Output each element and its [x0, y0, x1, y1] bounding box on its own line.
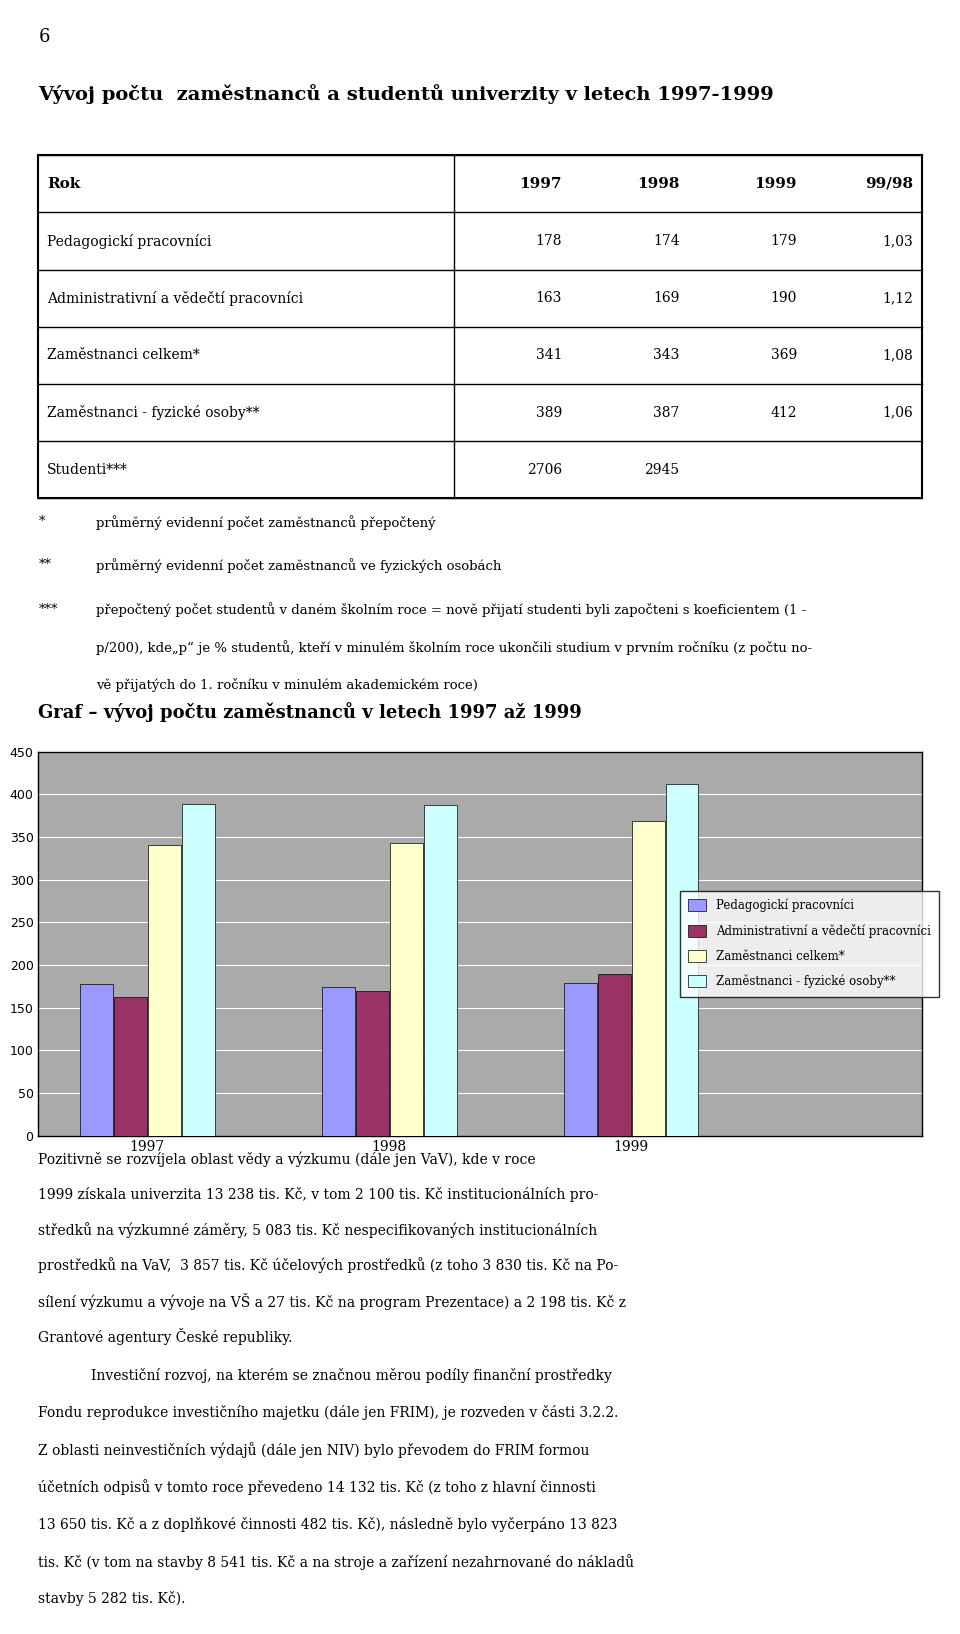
Text: středků na výzkumné záměry, 5 083 tis. Kč nespecifikovaných institucionálních: středků na výzkumné záměry, 5 083 tis. K… — [38, 1222, 598, 1239]
Text: 1998: 1998 — [637, 176, 680, 191]
Text: 6: 6 — [38, 28, 50, 46]
Text: 2945: 2945 — [644, 462, 680, 477]
Text: 178: 178 — [536, 234, 563, 248]
Text: Studenti***: Studenti*** — [47, 462, 128, 477]
Bar — [114, 997, 147, 1136]
Text: sílení výzkumu a vývoje na VŠ a 27 tis. Kč na program Prezentace) a 2 198 tis. K: sílení výzkumu a vývoje na VŠ a 27 tis. … — [38, 1292, 626, 1310]
Text: 369: 369 — [771, 348, 797, 363]
Bar — [181, 804, 214, 1136]
Text: 343: 343 — [653, 348, 680, 363]
Bar — [390, 843, 422, 1136]
Text: Z oblasti neinvestičních výdajů (dále jen NIV) bylo převodem do FRIM formou: Z oblasti neinvestičních výdajů (dále je… — [38, 1443, 589, 1458]
Text: 174: 174 — [653, 234, 680, 248]
Text: 387: 387 — [653, 405, 680, 420]
Bar — [322, 987, 355, 1136]
Text: 2706: 2706 — [527, 462, 563, 477]
Text: 412: 412 — [771, 405, 797, 420]
Text: přepočtený počet studentů v daném školním roce = nově přijatí studenti byli zapo: přepočtený počet studentů v daném školní… — [96, 603, 806, 618]
Text: tis. Kč (v tom na stavby 8 541 tis. Kč a na stroje a zařízení nezahrnované do ná: tis. Kč (v tom na stavby 8 541 tis. Kč a… — [38, 1554, 635, 1570]
Text: stavby 5 282 tis. Kč).: stavby 5 282 tis. Kč). — [38, 1592, 186, 1606]
Legend: Pedagogickí pracovníci, Administrativní a vědečtí pracovníci, Zaměstnanci celkem: Pedagogickí pracovníci, Administrativní … — [681, 891, 939, 997]
Text: Grantové agentury České republiky.: Grantové agentury České republiky. — [38, 1328, 293, 1345]
Bar — [632, 820, 664, 1136]
Text: ***: *** — [38, 603, 58, 616]
Bar — [356, 992, 389, 1136]
Text: Administrativní a vědečtí pracovníci: Administrativní a vědečtí pracovníci — [47, 291, 303, 306]
Bar — [148, 845, 180, 1136]
Text: Vývoj počtu  zaměstnanců a studentů univerzity v letech 1997-1999: Vývoj počtu zaměstnanců a studentů unive… — [38, 83, 774, 105]
Text: 179: 179 — [771, 234, 797, 248]
Bar — [80, 984, 113, 1136]
Text: 163: 163 — [536, 291, 563, 306]
Text: *: * — [38, 515, 45, 528]
Text: 1997: 1997 — [519, 176, 563, 191]
Text: 1999: 1999 — [755, 176, 797, 191]
Text: 13 650 tis. Kč a z doplňkové činnosti 482 tis. Kč), následně bylo vyčerpáno 13 8: 13 650 tis. Kč a z doplňkové činnosti 48… — [38, 1516, 618, 1531]
Text: 190: 190 — [771, 291, 797, 306]
Text: p/200), kde„p“ je % studentů, kteří v minulém školním roce ukončili studium v pr: p/200), kde„p“ je % studentů, kteří v mi… — [96, 641, 812, 655]
Text: 169: 169 — [653, 291, 680, 306]
Text: 1,08: 1,08 — [882, 348, 913, 363]
Text: 341: 341 — [536, 348, 563, 363]
Text: Zaměstnanci celkem*: Zaměstnanci celkem* — [47, 348, 200, 363]
Bar — [423, 806, 457, 1136]
Text: průměrný evidenní počet zaměstnanců přepočtený: průměrný evidenní počet zaměstnanců přep… — [96, 515, 436, 529]
Text: **: ** — [38, 559, 52, 570]
Text: 1,06: 1,06 — [882, 405, 913, 420]
Bar — [665, 784, 699, 1136]
Text: 389: 389 — [536, 405, 563, 420]
Text: 99/98: 99/98 — [865, 176, 913, 191]
Text: Pedagogickí pracovníci: Pedagogickí pracovníci — [47, 234, 211, 248]
Text: prostředků na VaV,  3 857 tis. Kč účelových prostředků (z toho 3 830 tis. Kč na : prostředků na VaV, 3 857 tis. Kč účelový… — [38, 1258, 618, 1273]
Text: Pozitivně se rozvíjela oblast vědy a výzkumu (dále jen VaV), kde v roce: Pozitivně se rozvíjela oblast vědy a výz… — [38, 1152, 536, 1167]
Bar — [598, 974, 631, 1136]
Bar — [564, 984, 597, 1136]
Text: Rok: Rok — [47, 176, 81, 191]
Text: Fondu reprodukce investičního majetku (dále jen FRIM), je rozveden v části 3.2.2: Fondu reprodukce investičního majetku (d… — [38, 1405, 619, 1420]
Text: Zaměstnanci - fyzické osoby**: Zaměstnanci - fyzické osoby** — [47, 405, 260, 420]
Text: 1,12: 1,12 — [882, 291, 913, 306]
Text: 1999 získala univerzita 13 238 tis. Kč, v tom 2 100 tis. Kč institucionálních pr: 1999 získala univerzita 13 238 tis. Kč, … — [38, 1188, 599, 1203]
Text: 1,03: 1,03 — [882, 234, 913, 248]
Text: Investiční rozvoj, na kterém se značnou měrou podíly finanční prostředky: Investiční rozvoj, na kterém se značnou … — [91, 1368, 612, 1382]
Text: účetních odpisů v tomto roce převedeno 14 132 tis. Kč (z toho z hlavní činnosti: účetních odpisů v tomto roce převedeno 1… — [38, 1479, 596, 1495]
Text: vě přijatých do 1. ročníku v minulém akademickém roce): vě přijatých do 1. ročníku v minulém aka… — [96, 678, 478, 693]
Text: průměrný evidenní počet zaměstnanců ve fyzických osobách: průměrný evidenní počet zaměstnanců ve f… — [96, 559, 501, 574]
Text: Graf – vývoj počtu zaměstnanců v letech 1997 až 1999: Graf – vývoj počtu zaměstnanců v letech … — [38, 701, 582, 722]
